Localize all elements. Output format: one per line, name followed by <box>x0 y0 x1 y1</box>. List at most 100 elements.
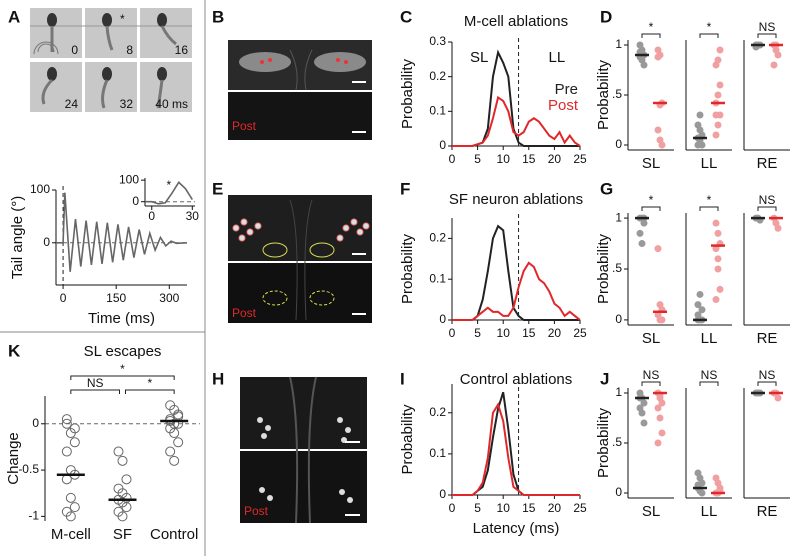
y-tick-label: 0.2 <box>429 69 446 83</box>
data-point <box>654 126 662 134</box>
data-point <box>640 399 648 407</box>
data-point <box>714 229 722 237</box>
y-tick-label: 0 <box>439 138 446 152</box>
legend-entry: Post <box>548 97 579 114</box>
data-point <box>61 418 72 429</box>
x-tick-label: LL <box>701 503 718 520</box>
x-tick-label: 0 <box>449 152 456 166</box>
y-tick-label: 100 <box>30 182 50 196</box>
x-axis-label: Latency (ms) <box>473 520 560 537</box>
data-point <box>694 311 702 319</box>
y-tick-label: 0 <box>132 194 139 208</box>
image-b <box>228 40 372 140</box>
data-point <box>638 240 646 248</box>
data-point <box>698 306 706 314</box>
data-point <box>714 91 722 99</box>
line-series <box>452 402 580 496</box>
significance-label: NS <box>759 368 776 382</box>
x-tick-label: LL <box>701 155 718 172</box>
data-point <box>61 414 72 425</box>
y-tick-label: 0 <box>615 312 622 326</box>
chart-title: Control ablations <box>460 371 573 388</box>
data-point <box>65 511 76 522</box>
data-point <box>61 446 72 457</box>
line-series <box>452 391 580 496</box>
data-point <box>694 141 702 149</box>
x-tick-label: 25 <box>573 501 587 515</box>
y-tick-label: 1 <box>615 385 622 399</box>
data-point <box>658 316 666 324</box>
x-tick-label: RE <box>757 155 778 172</box>
x-tick-label: 15 <box>522 152 536 166</box>
significance-bracket <box>699 381 719 386</box>
annotation: SL <box>470 49 488 66</box>
data-point <box>173 437 184 448</box>
data-point <box>712 131 720 139</box>
data-point <box>716 46 724 54</box>
line-series <box>452 224 580 321</box>
data-point <box>113 446 124 457</box>
data-point <box>696 111 704 119</box>
data-point <box>656 394 664 402</box>
y-tick-label: 0 <box>439 487 446 501</box>
panel-label: J <box>600 369 609 388</box>
x-tick-label: 5 <box>474 501 481 515</box>
y-tick-label: 0.1 <box>429 271 446 285</box>
data-point <box>165 446 176 457</box>
data-point <box>712 219 720 227</box>
significance-bracket <box>757 381 777 386</box>
panel-label: H <box>212 369 224 388</box>
x-tick-label: 15 <box>522 326 536 340</box>
frame-annotation: * <box>120 12 125 26</box>
panel-label: K <box>8 341 21 360</box>
y-tick-label: 100 <box>119 172 139 186</box>
x-tick-label: 10 <box>497 152 511 166</box>
annotation: * <box>167 178 172 192</box>
data-point <box>117 511 128 522</box>
y-tick-label: -0.5 <box>18 462 39 476</box>
y-tick-label: -1 <box>28 509 39 523</box>
data-point <box>654 53 662 61</box>
data-point <box>714 56 722 64</box>
data-point <box>658 141 666 149</box>
x-axis-label: Time (ms) <box>88 310 155 327</box>
frame-time: 24 <box>65 97 79 111</box>
x-tick-label: 10 <box>497 326 511 340</box>
significance-label: * <box>147 376 152 390</box>
significance-bracket <box>641 206 661 211</box>
significance-bracket <box>757 206 777 211</box>
legend-entry: Pre <box>555 81 578 98</box>
significance-label: NS <box>87 376 104 390</box>
significance-bracket <box>70 389 120 394</box>
image-e <box>228 195 372 323</box>
data-point <box>654 404 662 412</box>
data-point <box>121 474 132 485</box>
significance-label: NS <box>643 368 660 382</box>
frame-time: 16 <box>175 43 189 57</box>
x-tick-label: RE <box>757 503 778 520</box>
x-tick-label: 0 <box>60 291 67 305</box>
significance-bracket <box>757 33 777 38</box>
chart-title: SF neuron ablations <box>449 191 583 208</box>
significance-bracket <box>70 375 175 380</box>
y-axis-label: Probability <box>399 404 416 475</box>
significance-bracket <box>699 206 719 211</box>
significance-label: * <box>707 193 712 207</box>
significance-bracket <box>699 33 719 38</box>
image-label: Post <box>232 306 257 320</box>
video-frames <box>30 8 192 112</box>
y-tick-label: 0 <box>615 137 622 151</box>
data-point <box>69 423 80 434</box>
y-tick-label: 0.3 <box>429 34 446 48</box>
y-tick-label: 0 <box>615 485 622 499</box>
x-tick-label: 25 <box>573 326 587 340</box>
significance-label: * <box>120 362 125 376</box>
data-point <box>712 111 720 119</box>
x-tick-label: 10 <box>497 501 511 515</box>
x-tick-label: SL <box>642 155 660 172</box>
y-tick-label: 0 <box>43 235 50 249</box>
data-point <box>169 428 180 439</box>
x-tick-label: 15 <box>522 501 536 515</box>
data-point <box>714 265 722 273</box>
line-series <box>145 181 193 205</box>
